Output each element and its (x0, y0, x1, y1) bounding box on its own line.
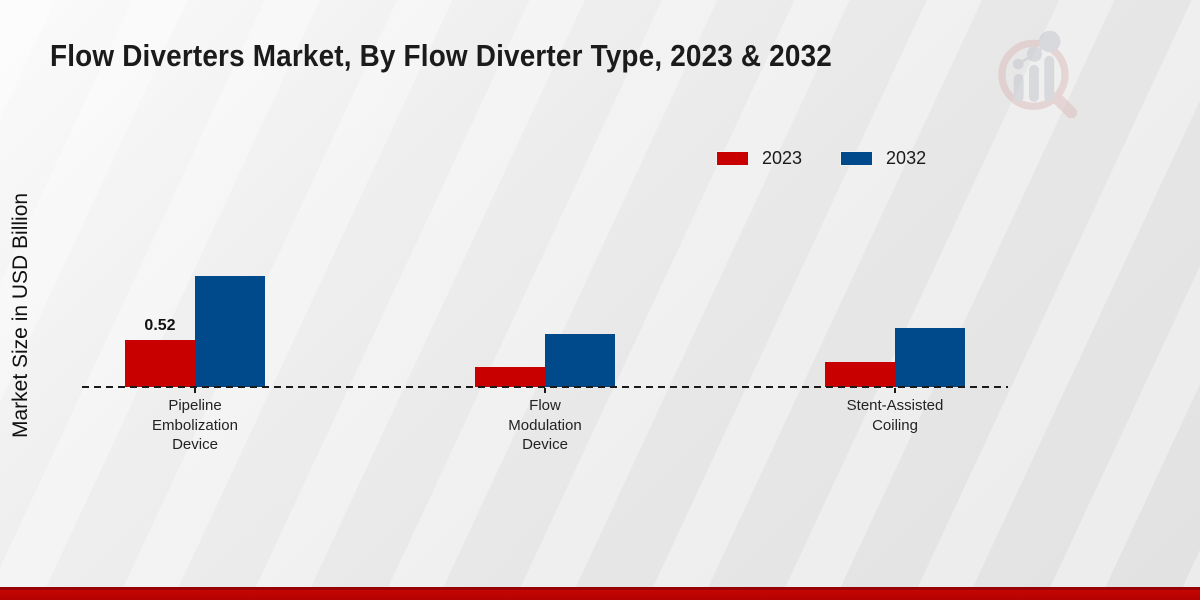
category-label-line: Embolization (152, 416, 238, 434)
axis-tick (544, 388, 546, 393)
category-label-line: Pipeline (168, 397, 222, 414)
legend-label-2023: 2023 (762, 148, 803, 168)
category-label-line: Device (172, 436, 218, 453)
bar-2032-flow-modulation-device (545, 334, 615, 387)
category-label-line: Stent-Assisted (846, 397, 944, 414)
y-axis-label: Market Size in USD Billion (9, 192, 32, 438)
bar-2032-stent-assisted-coiling (895, 328, 965, 387)
category-label-line: Flow (529, 397, 561, 414)
legend-label-2032: 2032 (886, 148, 927, 168)
category-label-stent-assisted-coiling: Stent-Assisted Coiling (795, 396, 995, 435)
footer-accent-bar (0, 587, 1200, 600)
legend-swatch-2032-icon (840, 151, 874, 166)
legend-item-2023: 2023 (716, 148, 802, 169)
x-axis-baseline (82, 386, 1008, 388)
bar-2023-stent-assisted-coiling (825, 362, 895, 387)
magnifier-bar-chart-logo-icon (998, 30, 1078, 118)
legend-item-2032: 2032 (840, 148, 926, 169)
bar-2023-flow-modulation-device (475, 367, 545, 387)
bar-2023-pipeline-embolization-device (125, 340, 195, 387)
legend-swatch-2023-icon (716, 151, 749, 166)
chart-title: Flow Diverters Market, By Flow Diverter … (50, 38, 832, 73)
legend: 2023 2032 (716, 148, 926, 169)
category-label-line: Coiling (872, 416, 918, 434)
category-label-flow-modulation-device: Flow Modulation Device (445, 396, 645, 455)
bar-2032-pipeline-embolization-device (195, 276, 265, 387)
axis-tick (194, 388, 196, 393)
data-label-0-52: 0.52 (144, 317, 176, 334)
category-label-pipeline-embolization-device: Pipeline Embolization Device (95, 396, 295, 455)
axis-tick (894, 388, 896, 393)
category-label-line: Modulation (508, 416, 582, 434)
category-label-line: Device (522, 436, 568, 453)
